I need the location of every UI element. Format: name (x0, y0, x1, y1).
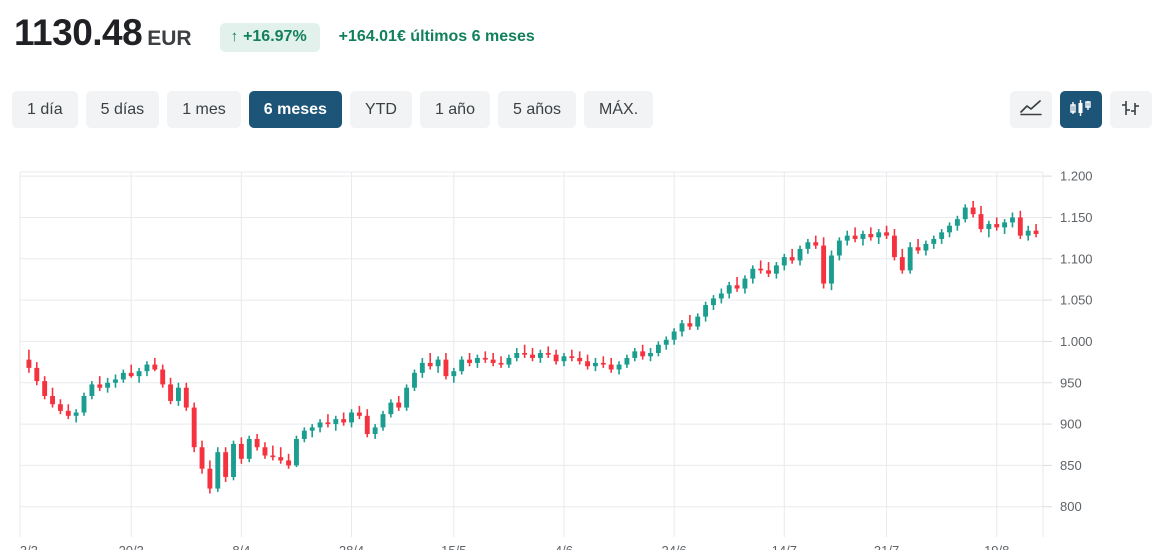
range-button-ytd[interactable]: YTD (349, 91, 412, 128)
svg-text:1.000: 1.000 (1060, 334, 1093, 349)
svg-text:8/4: 8/4 (232, 543, 250, 550)
svg-text:800: 800 (1060, 499, 1082, 514)
svg-text:900: 900 (1060, 417, 1082, 432)
range-button-1-dia[interactable]: 1 día (12, 91, 78, 128)
candlestick-chart-button[interactable] (1060, 91, 1102, 128)
svg-text:28/4: 28/4 (339, 543, 364, 550)
chart-gridlines (20, 172, 1052, 537)
change-absolute-value: +164.01€ últimos 6 meses (338, 28, 535, 45)
svg-text:1.050: 1.050 (1060, 293, 1093, 308)
svg-text:4/6: 4/6 (555, 543, 573, 550)
range-button-5-dias[interactable]: 5 días (85, 91, 160, 128)
current-price: 1130.48 (14, 12, 143, 53)
candlestick-chart-icon (1069, 99, 1093, 120)
ohlc-bar-chart-button[interactable] (1110, 91, 1152, 128)
currency-label: EUR (147, 27, 192, 50)
range-button-1-mes[interactable]: 1 mes (167, 91, 241, 128)
svg-text:3/3: 3/3 (20, 543, 38, 550)
svg-text:31/7: 31/7 (874, 543, 899, 550)
time-range-selector: 1 día 5 días 1 mes 6 meses YTD 1 año 5 a… (12, 91, 654, 128)
candlestick-series (26, 200, 1039, 494)
range-button-5-anos[interactable]: 5 años (497, 91, 577, 128)
line-chart-button[interactable] (1010, 91, 1052, 128)
svg-text:1.200: 1.200 (1060, 169, 1093, 184)
svg-text:15/5: 15/5 (441, 543, 466, 550)
svg-text:850: 850 (1060, 458, 1082, 473)
svg-text:20/3: 20/3 (119, 543, 144, 550)
range-button-1-ano[interactable]: 1 año (419, 91, 490, 128)
x-axis-labels: 3/3 20/3 8/4 28/4 15/5 4/6 24/6 14/7 31/7 19/8 (20, 543, 1009, 550)
svg-text:1.100: 1.100 (1060, 251, 1093, 266)
y-axis-labels: 800 850 900 950 1.000 1.050 1.100 1.150 1.200 (1060, 169, 1093, 515)
quote-header: 1130.48 EUR ↑ +16.97% +164.01€ últimos 6… (14, 14, 535, 56)
change-percent-value: +16.97% (243, 27, 307, 45)
candlestick-chart-svg: 800 850 900 950 1.000 1.050 1.100 1.150 1.200 3/… (19, 169, 1093, 550)
arrow-up-icon: ↑ (230, 28, 239, 45)
chart-axis-frame (19, 171, 1044, 537)
change-percent-badge: ↑ +16.97% (219, 22, 320, 52)
svg-text:24/6: 24/6 (661, 543, 686, 550)
chart-type-selector (1010, 91, 1152, 128)
range-button-6-meses[interactable]: 6 meses (248, 91, 342, 128)
line-chart-icon (1020, 100, 1042, 119)
price-chart[interactable]: 800 850 900 950 1.000 1.050 1.100 1.150 1.200 3/… (0, 160, 1165, 550)
range-button-max[interactable]: MÁX. (584, 91, 654, 128)
ohlc-bar-chart-icon (1120, 99, 1142, 120)
svg-text:1.150: 1.150 (1060, 210, 1093, 225)
svg-text:19/8: 19/8 (984, 543, 1009, 550)
svg-text:14/7: 14/7 (772, 543, 797, 550)
svg-text:950: 950 (1060, 375, 1082, 390)
